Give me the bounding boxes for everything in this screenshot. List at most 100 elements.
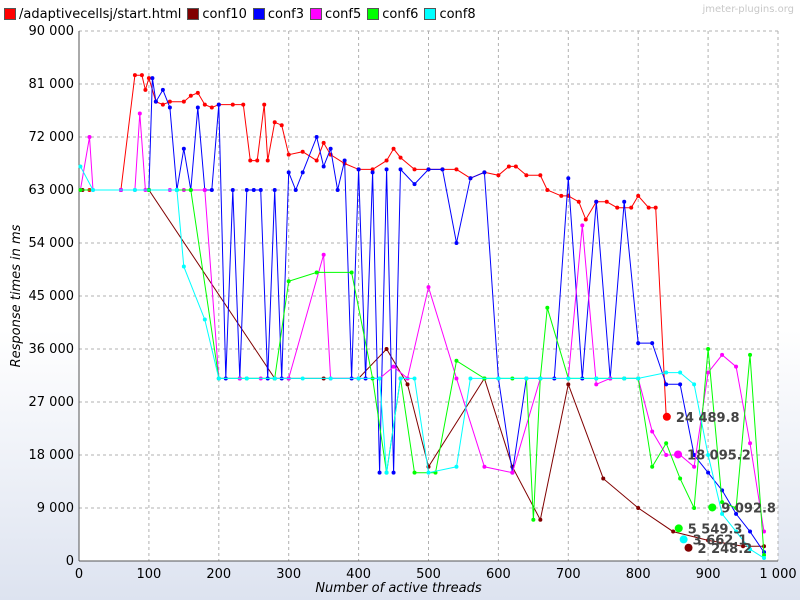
data-point xyxy=(244,376,249,381)
series-group xyxy=(78,164,767,561)
data-point xyxy=(335,188,340,192)
data-point xyxy=(653,205,658,210)
data-point xyxy=(454,241,459,245)
x-tick-label: 600 xyxy=(486,567,511,582)
data-point xyxy=(720,352,725,357)
data-point xyxy=(251,188,256,192)
y-tick-label: 45 000 xyxy=(29,289,75,304)
legend-label: /adaptivecellsj/start.html xyxy=(19,6,182,22)
data-point xyxy=(209,105,214,110)
data-point xyxy=(321,252,326,257)
data-point xyxy=(706,538,711,543)
data-point xyxy=(496,173,501,178)
data-point xyxy=(391,146,396,151)
data-point xyxy=(87,135,92,139)
data-point xyxy=(762,529,767,534)
y-tick-label: 0 xyxy=(66,554,74,569)
data-point xyxy=(496,376,501,381)
data-point xyxy=(272,120,277,125)
data-point xyxy=(391,470,396,475)
data-point xyxy=(300,376,305,381)
data-point xyxy=(202,317,207,322)
data-point xyxy=(153,99,158,104)
data-point xyxy=(265,158,270,163)
annotation-label: 2 248.2 xyxy=(698,542,753,557)
data-point xyxy=(230,102,235,107)
legend-swatch xyxy=(252,8,265,20)
data-point xyxy=(384,470,389,475)
data-point xyxy=(566,382,571,387)
data-point xyxy=(538,517,543,522)
data-point xyxy=(545,305,550,310)
x-tick-label: 700 xyxy=(556,567,581,582)
data-point xyxy=(241,102,246,107)
data-point xyxy=(566,176,571,181)
data-point xyxy=(678,382,683,387)
data-point xyxy=(531,517,536,522)
legend-item: conf8 xyxy=(424,7,476,22)
data-point xyxy=(384,158,389,163)
data-point xyxy=(356,376,361,381)
data-point xyxy=(601,476,606,481)
data-point xyxy=(174,188,179,192)
y-tick-label: 90 000 xyxy=(29,24,75,39)
y-tick-label: 63 000 xyxy=(29,183,75,198)
legend-swatch xyxy=(424,8,437,20)
data-point xyxy=(398,376,403,381)
data-point xyxy=(650,341,655,346)
data-point xyxy=(132,188,137,192)
data-point xyxy=(636,341,641,346)
data-point xyxy=(748,529,753,534)
legend-label: conf5 xyxy=(325,6,362,22)
data-point xyxy=(137,111,142,116)
data-point xyxy=(328,146,333,151)
data-point xyxy=(734,364,739,369)
data-point xyxy=(244,188,249,192)
data-point xyxy=(748,441,753,446)
data-point xyxy=(524,376,529,381)
data-point xyxy=(664,370,669,375)
annotation-label: 3 662.1 xyxy=(693,533,748,548)
legend-swatch xyxy=(4,8,16,20)
data-point xyxy=(167,105,172,110)
data-point xyxy=(538,173,543,178)
data-point xyxy=(258,188,263,192)
data-point xyxy=(706,370,711,375)
data-point xyxy=(454,167,459,172)
legend-swatch xyxy=(367,8,380,20)
annotation-label: 9 092.8 xyxy=(721,501,776,516)
data-point xyxy=(594,376,599,381)
data-point xyxy=(513,164,518,169)
data-point xyxy=(678,370,683,375)
legend-item: conf5 xyxy=(310,7,361,22)
data-point xyxy=(255,158,260,163)
data-point xyxy=(720,511,725,516)
data-point xyxy=(398,155,403,160)
data-point xyxy=(734,506,739,510)
annotation-marker xyxy=(674,524,683,533)
x-axis-title: Number of active threads xyxy=(315,581,482,596)
x-tick-label: 800 xyxy=(626,567,651,582)
legend-label: conf3 xyxy=(267,6,305,22)
data-point xyxy=(143,87,148,92)
data-point xyxy=(622,199,627,204)
data-point xyxy=(412,470,417,475)
data-point xyxy=(706,470,711,475)
data-point xyxy=(412,376,417,381)
data-point xyxy=(286,170,291,175)
data-point xyxy=(664,441,669,446)
data-point xyxy=(90,188,95,192)
legend-item: conf10 xyxy=(187,7,247,22)
data-point xyxy=(398,167,403,172)
data-point xyxy=(622,376,627,381)
data-point xyxy=(272,376,277,381)
data-point xyxy=(580,223,585,228)
data-point xyxy=(762,556,767,561)
data-point xyxy=(615,205,620,210)
y-tick-label: 9 000 xyxy=(37,501,74,516)
data-point xyxy=(426,285,431,290)
legend-label: conf6 xyxy=(382,6,419,22)
watermark: jmeter-plugins.org xyxy=(702,4,794,15)
data-point xyxy=(188,93,193,98)
